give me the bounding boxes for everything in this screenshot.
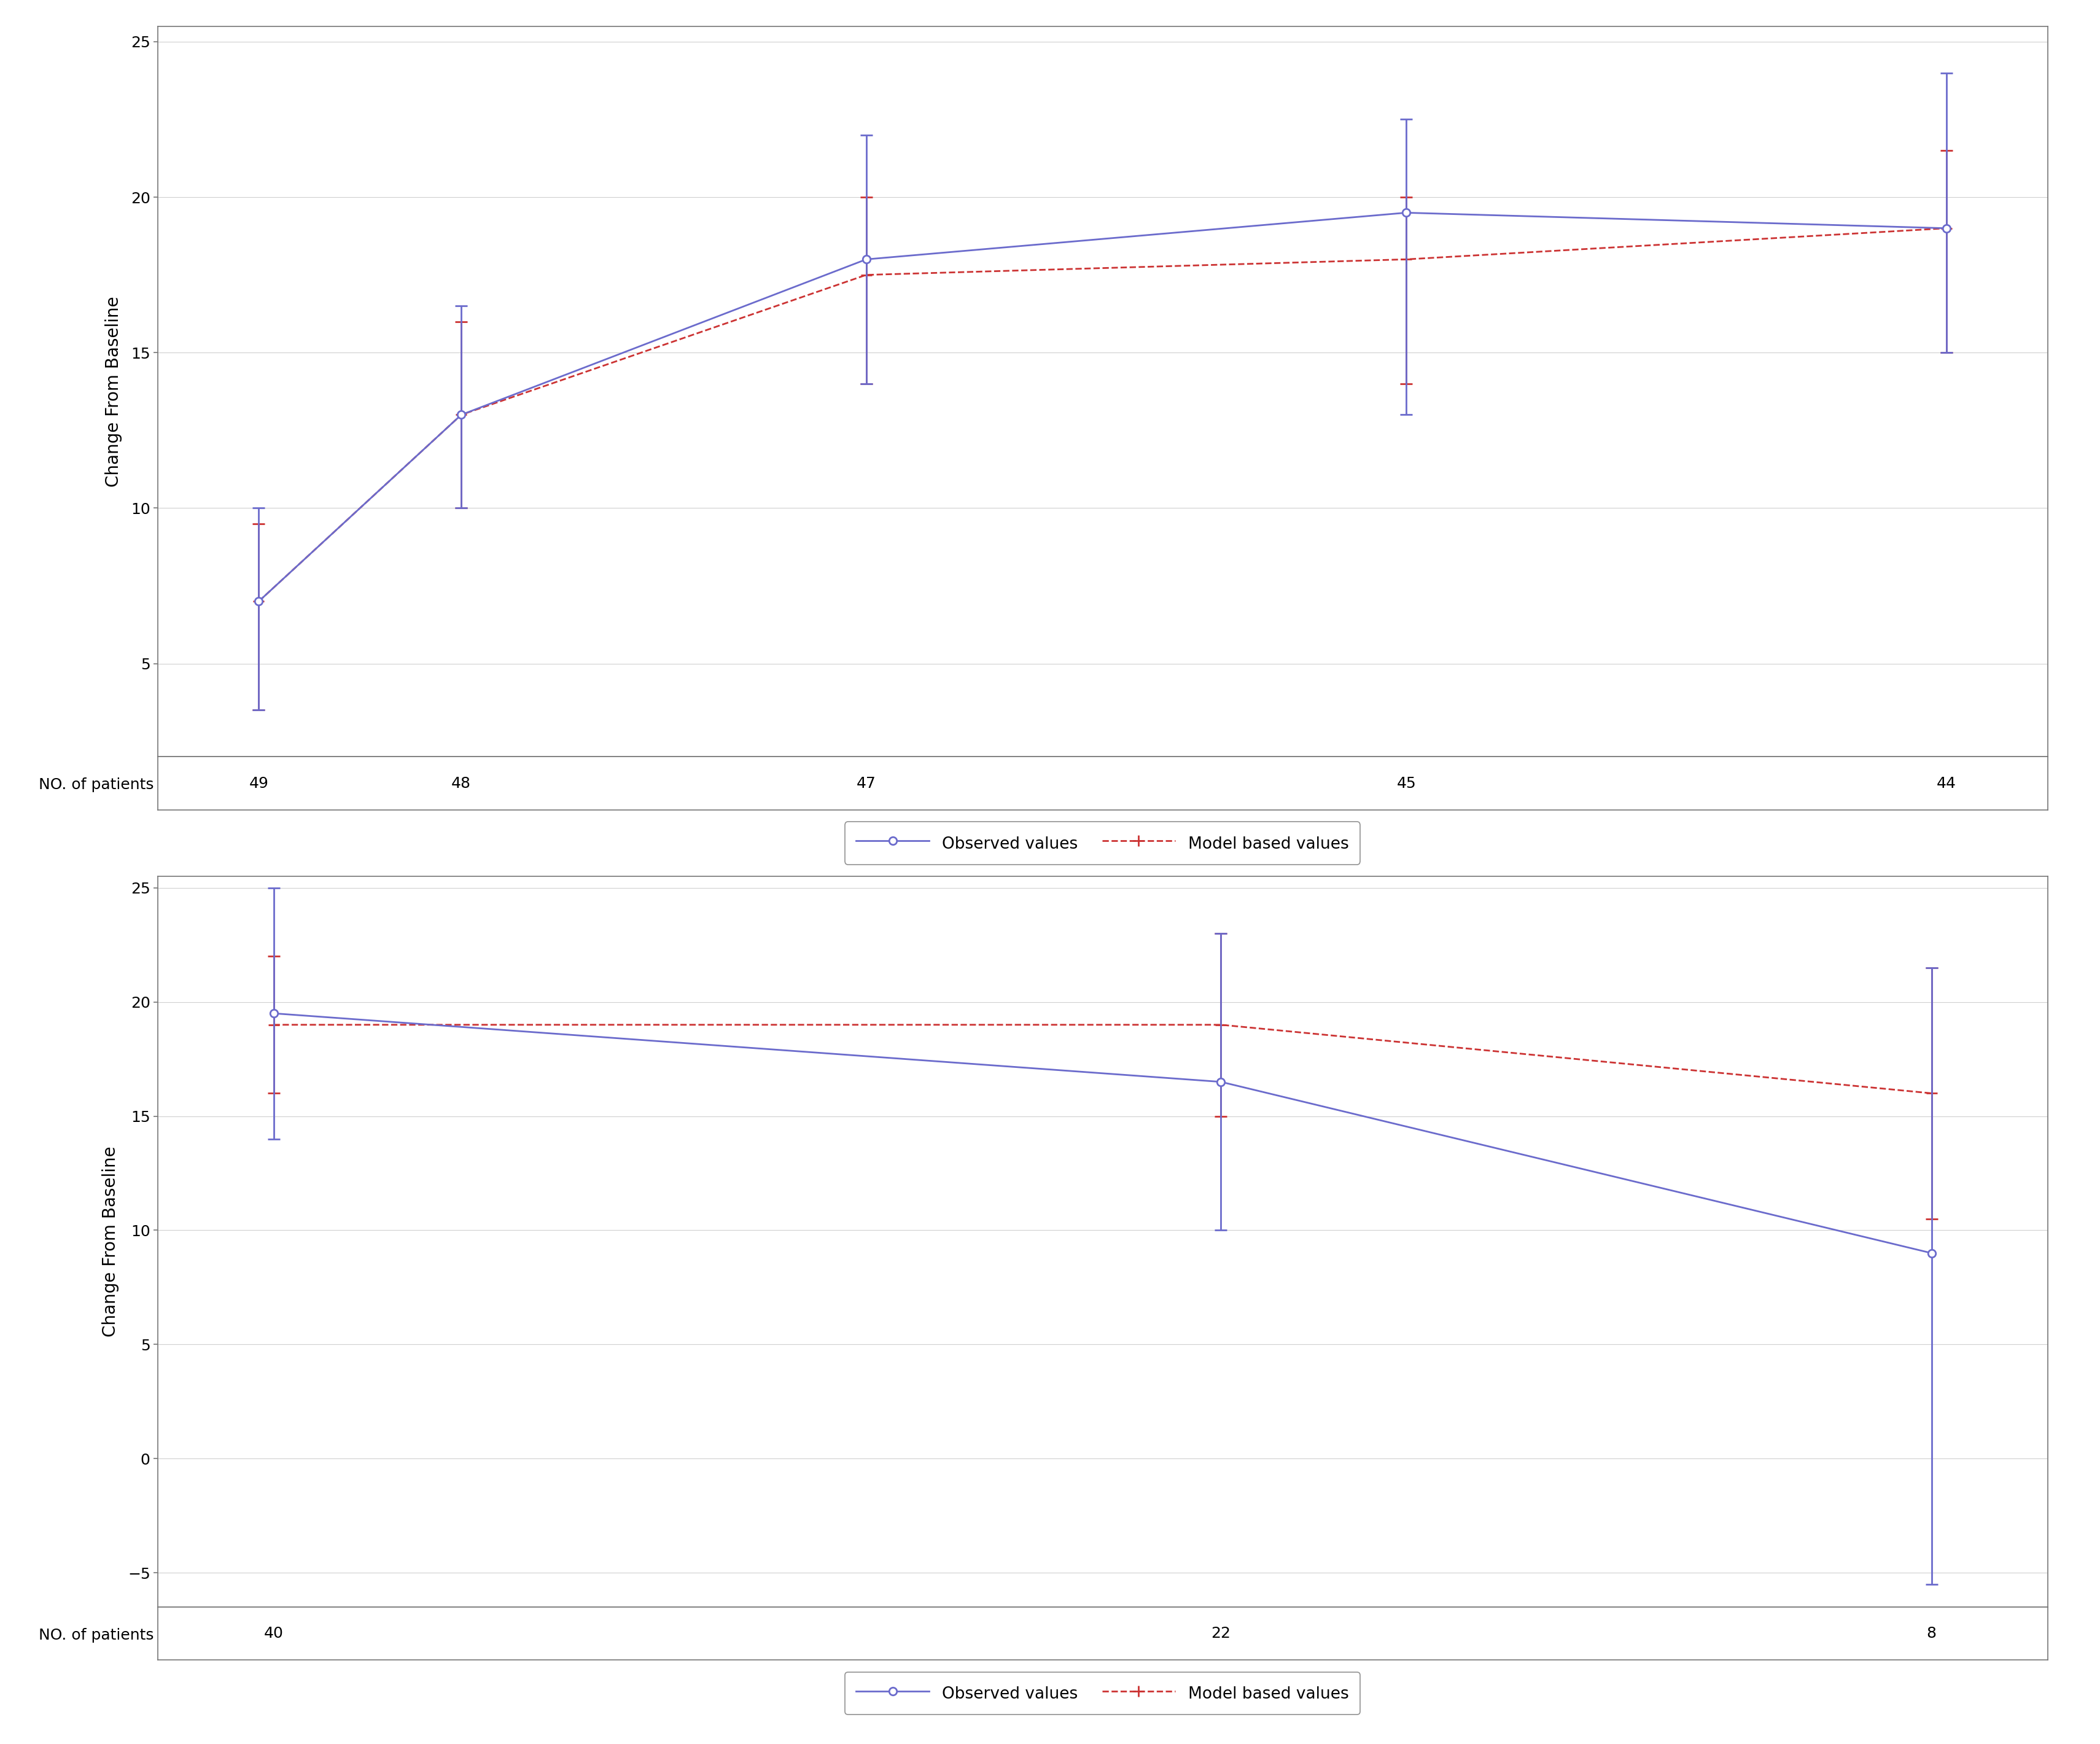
Text: 8: 8 bbox=[1926, 1625, 1936, 1641]
Text: 48: 48 bbox=[452, 776, 470, 790]
Text: 45: 45 bbox=[1397, 776, 1415, 790]
Legend: Observed values, Model based values: Observed values, Model based values bbox=[844, 821, 1361, 865]
Text: 22: 22 bbox=[1212, 1625, 1231, 1641]
Text: 49: 49 bbox=[250, 776, 269, 790]
Legend: Observed values, Model based values: Observed values, Model based values bbox=[844, 1672, 1361, 1714]
Y-axis label: Change From Baseline: Change From Baseline bbox=[105, 296, 122, 487]
Text: 44: 44 bbox=[1936, 776, 1955, 790]
X-axis label: Visit (Days): Visit (Days) bbox=[1054, 785, 1151, 802]
X-axis label: Visit (Days): Visit (Days) bbox=[1054, 1636, 1151, 1653]
Text: 47: 47 bbox=[857, 776, 876, 790]
Text: 40: 40 bbox=[265, 1625, 284, 1641]
Y-axis label: Change From Baseline: Change From Baseline bbox=[103, 1146, 120, 1338]
